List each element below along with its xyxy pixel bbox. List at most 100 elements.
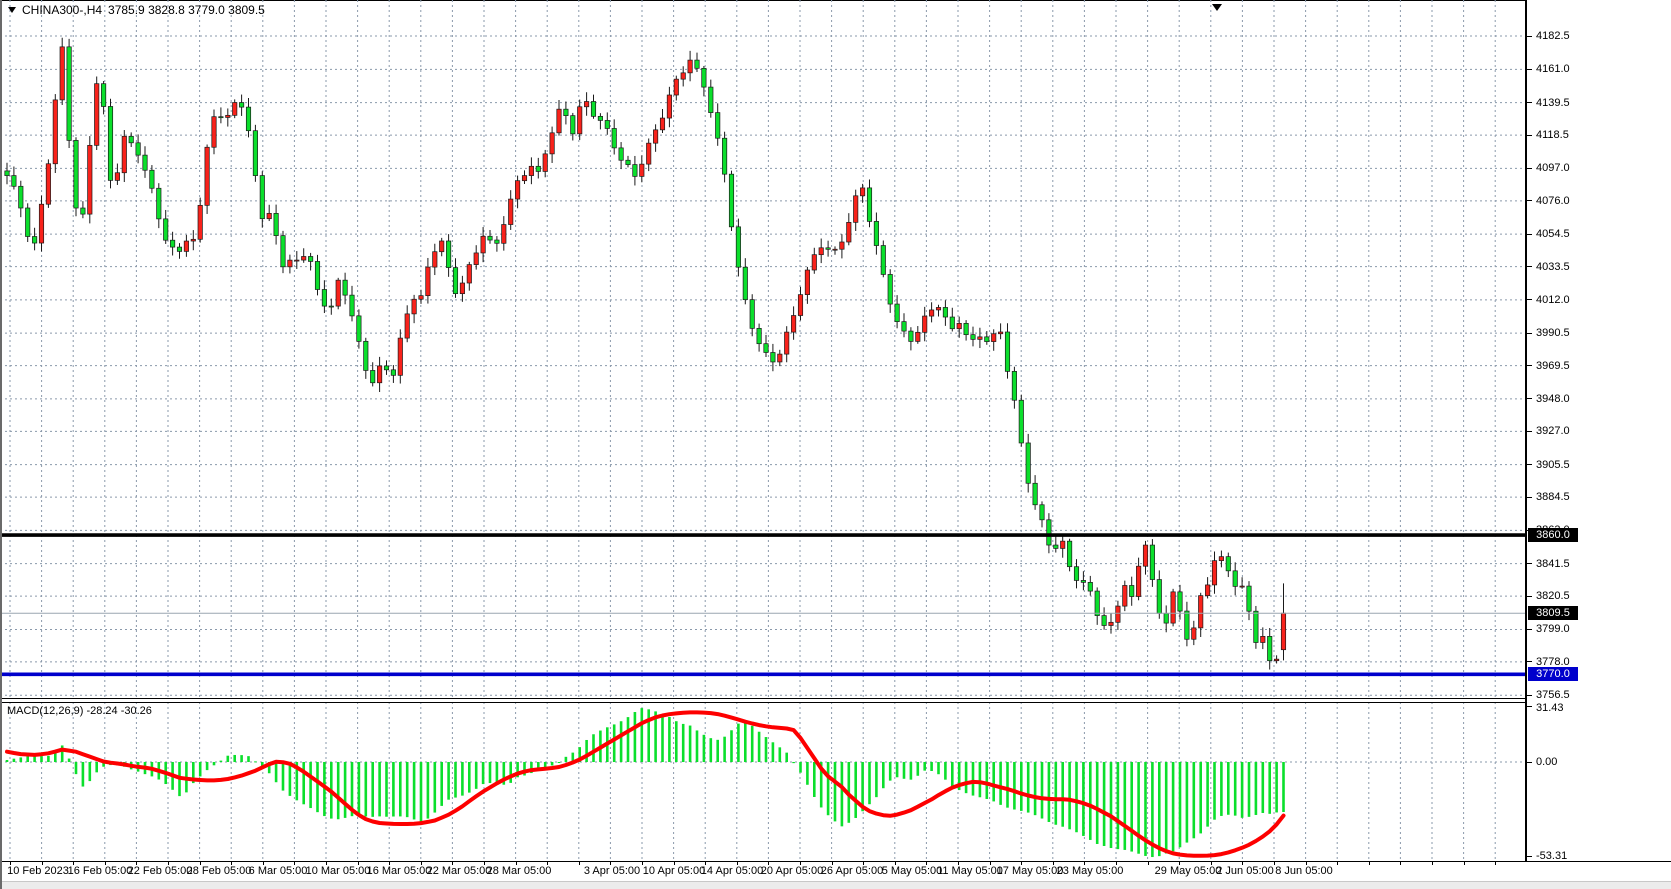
price-tick-mark: [1527, 134, 1532, 136]
time-tick-label: 28 Mar 05:00: [486, 865, 552, 877]
time-tick-label: 29 May 05:00: [1154, 865, 1222, 877]
price-badge: 3860.0: [1528, 528, 1578, 543]
time-tick-mark: [578, 862, 580, 865]
symbol-dropdown-icon[interactable]: [8, 7, 16, 13]
price-tick-label: 3905.5: [1536, 458, 1570, 471]
time-tick-label: 5 May 05:00: [881, 865, 943, 877]
price-tick-label: 4161.0: [1536, 63, 1570, 76]
time-tick-mark: [73, 862, 75, 865]
time-tick-mark: [231, 862, 233, 865]
time-tick-mark: [547, 862, 549, 865]
time-tick-mark: [863, 862, 865, 865]
time-axis-border: [0, 861, 1671, 862]
time-tick-mark: [357, 862, 359, 865]
price-tick-mark: [1527, 299, 1532, 301]
time-tick-mark: [389, 862, 391, 865]
price-tick-label: 3927.0: [1536, 425, 1570, 438]
price-badge: 3809.5: [1528, 606, 1578, 621]
time-tick-mark: [673, 862, 675, 865]
price-tick-label: 4012.0: [1536, 293, 1570, 306]
price-tick-mark: [1527, 595, 1532, 597]
macd-indicator-canvas[interactable]: [0, 702, 1526, 861]
time-tick-mark: [1463, 862, 1465, 865]
time-tick-mark: [1274, 862, 1275, 865]
price-tick-mark: [1527, 628, 1532, 630]
time-tick-mark: [1116, 862, 1117, 865]
price-tick-mark: [1527, 102, 1532, 104]
chart-top-border: [0, 0, 1526, 1]
symbol-period-label: CHINA300-,H4: [22, 3, 103, 17]
price-axis-border: [1525, 0, 1527, 861]
price-tick-label: 3990.5: [1536, 327, 1570, 340]
time-axis[interactable]: 10 Feb 2023 16 Feb 05:00 22 Feb 05:00 28 Fe…: [0, 862, 1671, 881]
price-tick-mark: [1527, 563, 1532, 565]
time-tick-mark: [1432, 862, 1433, 865]
price-tick-mark: [1527, 233, 1532, 235]
time-tick-label: 10 Mar 05:00: [305, 865, 371, 877]
time-tick-mark: [610, 862, 612, 865]
time-tick-mark: [1210, 862, 1212, 865]
macd-tick-label: -53.31: [1536, 850, 1568, 863]
ohlc-values: 3785.9 3828.8 3779.0 3809.5: [108, 3, 265, 17]
time-tick-label: 22 Mar 05:00: [426, 865, 492, 877]
chart-shift-marker-icon[interactable]: [1212, 4, 1222, 11]
price-tick-mark: [1527, 200, 1532, 202]
time-tick-mark: [831, 862, 833, 865]
price-tick-label: 3799.0: [1536, 623, 1570, 636]
price-tick-label: 3756.5: [1536, 689, 1570, 702]
time-tick-label: 22 Feb 05:00: [127, 865, 193, 877]
price-chart-canvas[interactable]: [0, 0, 1526, 698]
time-tick-mark: [1368, 862, 1370, 865]
time-tick-mark: [420, 862, 422, 865]
time-tick-label: 23 May 05:00: [1056, 865, 1124, 877]
time-tick-label: 14 Apr 05:00: [700, 865, 764, 877]
time-tick-mark: [168, 862, 169, 865]
time-tick-mark: [958, 862, 959, 865]
time-tick-label: 16 Mar 05:00: [366, 865, 432, 877]
panel-divider[interactable]: [0, 702, 1526, 703]
time-tick-mark: [1052, 862, 1054, 865]
time-tick-label: 11 May 05:00: [937, 865, 1003, 877]
time-tick-mark: [1337, 862, 1339, 865]
price-tick-mark: [1527, 35, 1532, 37]
time-tick-mark: [452, 862, 454, 865]
price-tick-mark: [1527, 365, 1532, 367]
time-tick-label: 20 Apr 05:00: [760, 865, 824, 877]
time-tick-mark: [642, 862, 643, 865]
time-tick-mark: [1305, 862, 1307, 865]
price-tick-label: 3820.5: [1536, 590, 1570, 603]
panel-divider[interactable]: [0, 698, 1526, 699]
price-badge: 3770.0: [1528, 667, 1578, 682]
time-tick-label: 2 Jun 05:00: [1216, 865, 1274, 877]
price-axis[interactable]: 4182.5 4161.0 4139.5 4118.5 4097.0 4076.0 4054…: [1527, 0, 1671, 863]
time-tick-label: 16 Feb 05:00: [67, 865, 133, 877]
time-tick-label: 10 Apr 05:00: [642, 865, 706, 877]
price-tick-mark: [1527, 167, 1532, 169]
macd-tick-mark: [1527, 855, 1532, 857]
time-tick-mark: [104, 862, 106, 865]
price-tick-mark: [1527, 430, 1532, 432]
price-tick-label: 3948.0: [1536, 392, 1570, 405]
time-tick-mark: [1084, 862, 1086, 865]
time-tick-mark: [989, 862, 991, 865]
price-tick-label: 4118.5: [1536, 129, 1569, 142]
price-tick-mark: [1527, 661, 1532, 663]
price-tick-mark: [1527, 464, 1532, 466]
macd-tick-label: 0.00: [1536, 756, 1558, 768]
price-tick-mark: [1527, 496, 1532, 498]
price-tick-label: 4139.5: [1536, 96, 1570, 109]
time-tick-label: 28 Feb 05:00: [186, 865, 252, 877]
macd-tick-mark: [1527, 705, 1532, 707]
price-tick-label: 3841.5: [1536, 557, 1570, 570]
time-tick-mark: [326, 862, 327, 865]
time-tick-mark: [1400, 862, 1402, 865]
time-tick-mark: [768, 862, 770, 865]
time-tick-mark: [484, 862, 485, 865]
price-tick-mark: [1527, 694, 1532, 696]
time-tick-label: 26 Apr 05:00: [820, 865, 884, 877]
price-tick-mark: [1527, 68, 1532, 70]
macd-tick-mark: [1527, 761, 1532, 763]
price-tick-label: 4182.5: [1536, 30, 1570, 43]
time-tick-label: 3 Apr 05:00: [583, 865, 641, 877]
